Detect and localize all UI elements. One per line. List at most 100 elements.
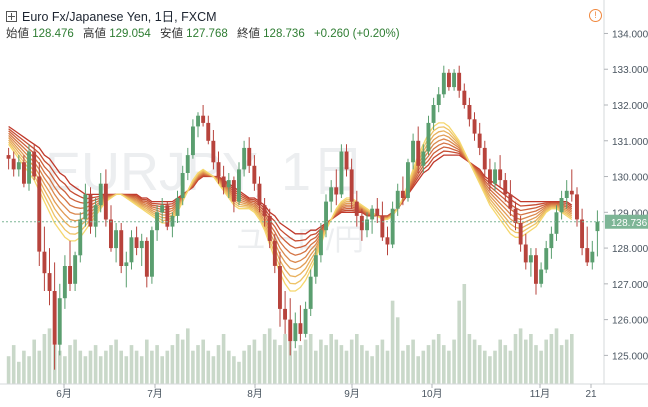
price-tick-label: 132.000	[612, 101, 648, 112]
candle-body	[339, 151, 344, 195]
candle-body	[534, 255, 538, 284]
candle-body	[129, 237, 134, 263]
volume-bar	[88, 350, 93, 384]
price-tick-label: 125.000	[612, 351, 648, 362]
low-value: 127.768	[186, 28, 228, 40]
candle-body	[6, 155, 11, 159]
candle-body	[134, 237, 139, 248]
symbol-title[interactable]: Euro Fx/Japanese Yen, 1日, FXCM	[22, 10, 217, 24]
candle-body	[370, 208, 375, 220]
last-price-badge	[605, 214, 648, 229]
candle-body	[165, 205, 170, 227]
high-label: 高値	[82, 28, 106, 40]
candle-body	[313, 255, 318, 277]
volume-bar	[375, 345, 380, 384]
plus-square-icon[interactable]	[6, 11, 17, 22]
candle-body	[349, 169, 354, 202]
candle-body	[83, 194, 88, 220]
volume-bar	[267, 328, 272, 384]
volume-bar	[324, 345, 328, 384]
volume-bar	[278, 345, 282, 384]
candle-body	[303, 308, 308, 334]
candle-body	[416, 140, 421, 166]
time-tick-label: 10月	[421, 388, 442, 400]
candle-body	[482, 147, 487, 170]
volume-bar	[58, 350, 62, 384]
price-tick-label: 131.000	[612, 137, 648, 148]
candle-body	[508, 194, 513, 209]
candle-body	[267, 215, 272, 241]
candle-body	[288, 319, 293, 342]
volume-bar	[534, 345, 538, 384]
volume-bar	[134, 350, 139, 384]
candle-body	[344, 151, 349, 170]
volume-bar	[503, 345, 508, 384]
volume-bar	[237, 361, 241, 384]
candle-body	[488, 169, 492, 184]
candle-body	[421, 151, 426, 166]
volume-bar	[462, 284, 467, 384]
candle-body	[319, 230, 323, 256]
volume-bar	[42, 334, 47, 384]
candle-body	[329, 187, 334, 202]
volume-bar	[63, 356, 67, 384]
volume-bar	[47, 328, 52, 384]
volume-bar	[216, 345, 221, 384]
change-value: +0.260 (+0.20%)	[313, 28, 400, 40]
volume-bar	[395, 317, 400, 384]
candle-body	[180, 173, 185, 198]
low-label: 安値	[159, 28, 183, 40]
candle-body	[170, 215, 175, 227]
warning-icon[interactable]: !	[589, 9, 602, 22]
volume-bar	[227, 350, 231, 384]
volume-bar	[308, 334, 313, 384]
volume-bar	[477, 345, 482, 384]
ma-ribbon-line	[8, 122, 573, 292]
volume-bar	[262, 334, 267, 384]
volume-bar	[114, 339, 118, 384]
candle-body	[216, 162, 221, 177]
volume-bar	[329, 334, 333, 384]
volume-bar	[11, 345, 16, 384]
volume-bar	[549, 334, 554, 384]
chart-header: Euro Fx/Japanese Yen, 1日, FXCM	[6, 6, 217, 25]
candle-body	[390, 208, 395, 245]
volume-bar	[247, 345, 251, 384]
high-value: 129.054	[109, 28, 151, 40]
candle-body	[52, 291, 57, 345]
candle-body	[27, 151, 31, 184]
time-tick-label: 11月	[530, 388, 550, 400]
candle-body	[221, 176, 226, 188]
volume-bar	[411, 339, 415, 384]
candle-body	[62, 266, 67, 299]
candle-body	[359, 215, 364, 231]
candle-body	[539, 269, 544, 284]
volume-bar	[339, 345, 344, 384]
volume-bar	[385, 350, 390, 384]
volume-bar	[155, 345, 159, 384]
candle-body	[354, 201, 359, 216]
volume-bar	[37, 350, 42, 384]
candle-body	[518, 223, 523, 245]
volume-bar	[559, 345, 564, 384]
candle-body	[400, 190, 405, 198]
candle-body	[477, 133, 482, 148]
candle-body	[119, 230, 124, 266]
candle-body	[16, 162, 21, 170]
open-value: 128.476	[32, 28, 74, 40]
volume-bar	[83, 356, 88, 384]
volume-bar	[421, 350, 426, 384]
candle-body	[411, 140, 415, 163]
candle-body	[78, 219, 83, 256]
candle-body	[559, 198, 564, 213]
candle-body	[32, 151, 37, 177]
candle-body	[467, 105, 472, 120]
volume-bar	[221, 334, 226, 384]
volume-bar	[119, 350, 123, 384]
volume-bar	[201, 339, 205, 384]
candle-body	[569, 190, 574, 195]
volume-bar	[180, 339, 185, 384]
volume-bar	[483, 350, 487, 384]
